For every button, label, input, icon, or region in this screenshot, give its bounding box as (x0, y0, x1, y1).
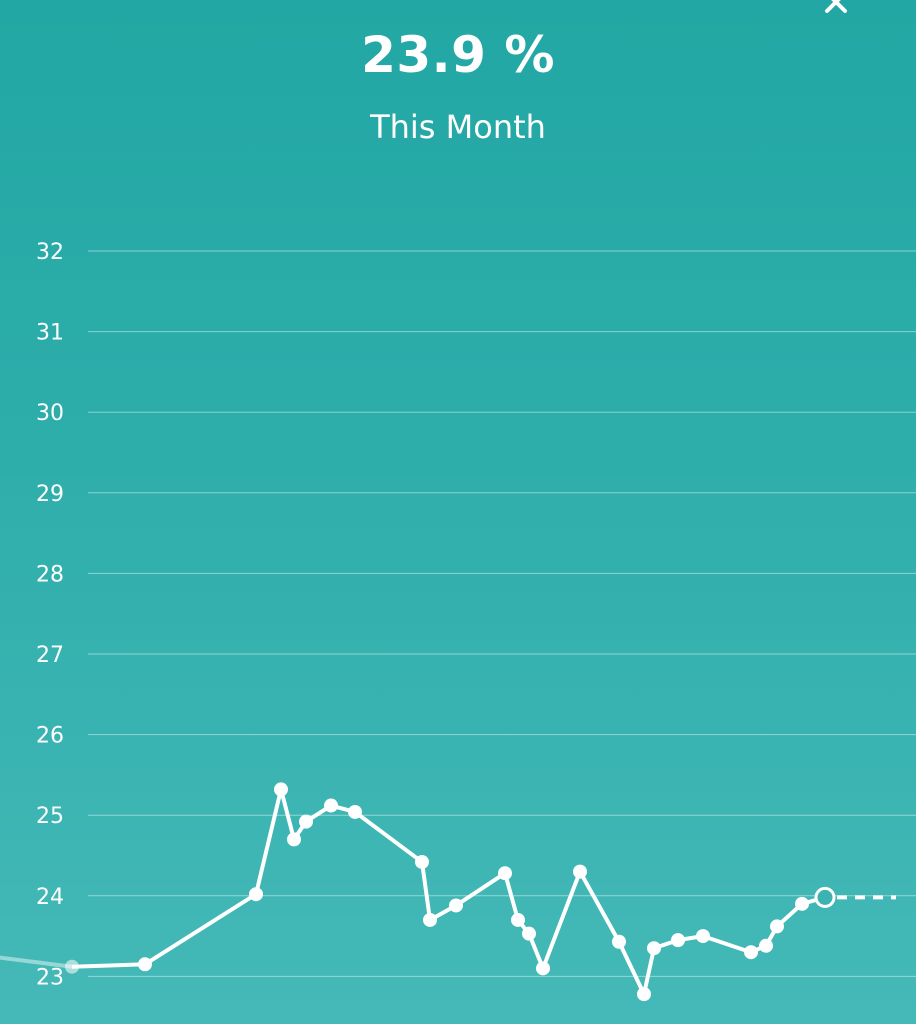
data-point[interactable] (759, 938, 773, 953)
data-point[interactable] (511, 912, 525, 927)
data-point[interactable] (348, 804, 362, 819)
data-point[interactable] (770, 919, 784, 934)
y-tick-label: 31 (36, 321, 64, 346)
data-point[interactable] (522, 926, 536, 941)
data-point[interactable] (573, 864, 587, 879)
data-point[interactable] (138, 957, 152, 972)
period-label: This Month (370, 108, 546, 146)
y-tick-label: 25 (36, 804, 64, 829)
data-point[interactable] (423, 912, 437, 927)
data-point[interactable] (249, 887, 263, 902)
y-tick-label: 32 (36, 240, 64, 265)
y-tick-label: 27 (36, 643, 64, 668)
data-point[interactable] (287, 832, 301, 847)
data-point[interactable] (696, 929, 710, 944)
data-point[interactable] (795, 896, 809, 911)
data-point[interactable] (324, 798, 338, 813)
y-tick-label: 26 (36, 724, 64, 749)
data-point[interactable] (536, 961, 550, 976)
y-tick-label: 24 (36, 885, 64, 910)
data-point[interactable] (449, 898, 463, 913)
data-point[interactable] (498, 866, 512, 881)
current-value: 23.9 % (361, 26, 555, 84)
previous-period-line (0, 955, 73, 969)
current-data-point[interactable] (814, 886, 836, 908)
y-tick-label: 23 (36, 965, 64, 990)
data-point[interactable] (647, 941, 661, 956)
data-point[interactable] (299, 814, 313, 829)
data-point[interactable] (274, 782, 288, 797)
y-tick-label: 30 (36, 401, 64, 426)
data-point[interactable] (415, 854, 429, 869)
y-tick-label: 29 (36, 482, 64, 507)
data-point[interactable] (744, 945, 758, 960)
data-point[interactable] (671, 933, 685, 948)
data-point[interactable] (612, 934, 626, 949)
series-line (71, 787, 826, 997)
data-point[interactable] (637, 987, 651, 1002)
y-tick-label: 28 (36, 562, 64, 587)
close-icon[interactable] (824, 0, 848, 14)
